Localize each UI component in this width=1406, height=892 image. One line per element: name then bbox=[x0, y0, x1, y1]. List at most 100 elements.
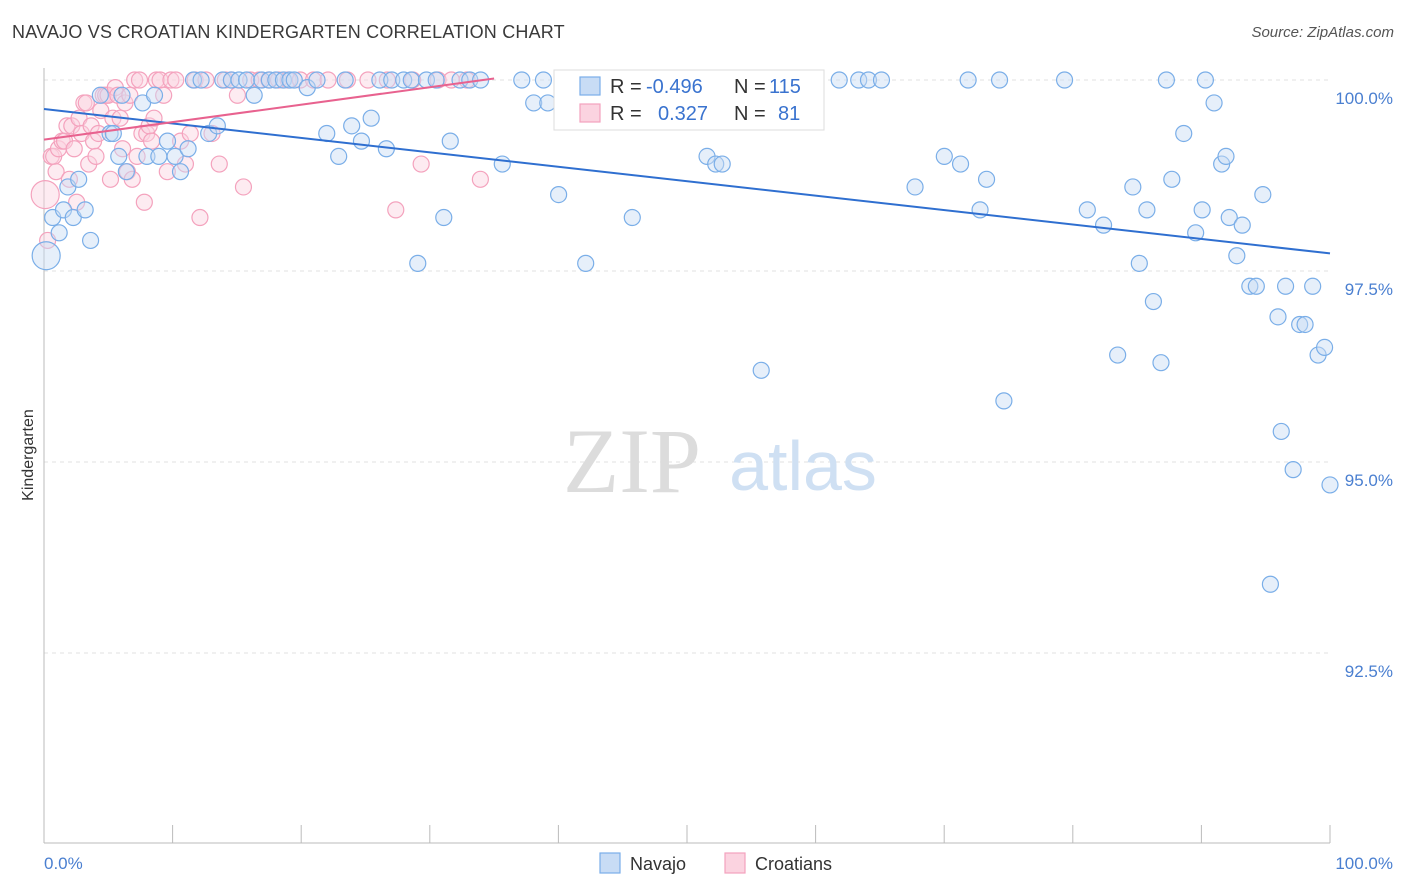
navajo-point bbox=[534, 71, 553, 89]
navajo-point bbox=[1321, 476, 1339, 494]
croatians-point bbox=[197, 71, 215, 89]
navajo-point bbox=[171, 163, 190, 181]
navajo-point bbox=[1217, 147, 1235, 165]
navajo-point bbox=[281, 71, 299, 89]
navajo-n-value: 115 bbox=[769, 76, 801, 98]
navajo-point bbox=[1205, 94, 1223, 112]
croatians-point bbox=[128, 147, 146, 165]
navajo-point bbox=[110, 147, 128, 165]
croatians-point bbox=[167, 71, 185, 89]
navajo-point bbox=[493, 155, 511, 173]
legend-navajo-label: Navajo bbox=[630, 854, 686, 874]
croatians-n-label: N = bbox=[734, 103, 766, 125]
croatians-n-value: 81 bbox=[778, 103, 800, 125]
y-tick-label: 100.0% bbox=[1335, 89, 1393, 108]
navajo-point bbox=[158, 132, 177, 150]
navajo-point bbox=[1247, 277, 1265, 295]
navajo-point bbox=[707, 155, 725, 173]
x-tick-label-min: 0.0% bbox=[44, 854, 83, 873]
navajo-point bbox=[70, 170, 88, 188]
navajo-point bbox=[1187, 224, 1205, 242]
navajo-point bbox=[371, 71, 389, 89]
navajo-swatch bbox=[579, 76, 601, 96]
navajo-point bbox=[441, 132, 459, 150]
croatians-point bbox=[30, 180, 60, 210]
navajo-point bbox=[1055, 71, 1074, 89]
navajo-point bbox=[872, 71, 891, 89]
navajo-point bbox=[179, 140, 197, 158]
watermark-atlas: atlas bbox=[729, 427, 877, 505]
navajo-point bbox=[1284, 461, 1302, 479]
navajo-n-label: N = bbox=[734, 76, 766, 98]
navajo-point bbox=[977, 170, 996, 188]
navajo-point bbox=[1296, 315, 1314, 334]
navajo-point bbox=[31, 241, 61, 271]
croatians-point bbox=[210, 155, 228, 173]
legend-croatians-label: Croatians bbox=[755, 854, 832, 874]
navajo-point bbox=[1272, 422, 1290, 441]
croatians-swatch bbox=[579, 103, 601, 123]
navajo-point bbox=[1175, 124, 1193, 143]
navajo-point bbox=[308, 71, 326, 89]
navajo-point bbox=[1220, 208, 1238, 227]
watermark-zip: ZIP bbox=[563, 410, 701, 512]
navajo-point bbox=[1291, 315, 1309, 334]
navajo-point bbox=[1233, 216, 1251, 234]
croatians-point bbox=[87, 147, 105, 165]
navajo-point bbox=[113, 86, 131, 104]
navajo-point bbox=[539, 94, 557, 112]
navajo-point bbox=[1228, 247, 1246, 265]
navajo-point bbox=[1144, 292, 1163, 311]
navajo-point bbox=[1078, 201, 1096, 219]
navajo-point bbox=[959, 71, 977, 89]
x-tick-label-max: 100.0% bbox=[1335, 854, 1393, 873]
navajo-point bbox=[513, 71, 531, 89]
navajo-point bbox=[713, 155, 731, 173]
navajo-point bbox=[336, 71, 354, 89]
croatians-point bbox=[65, 140, 83, 158]
navajo-point bbox=[1276, 277, 1295, 295]
watermark: ZIP atlas bbox=[563, 410, 877, 512]
navajo-point bbox=[117, 163, 135, 181]
navajo-point bbox=[859, 71, 878, 89]
navajo-point bbox=[1241, 277, 1259, 295]
navajo-point bbox=[1304, 277, 1322, 295]
navajo-point bbox=[81, 231, 100, 250]
x-ticks bbox=[43, 825, 1331, 843]
navajo-point bbox=[343, 117, 361, 135]
navajo-point bbox=[951, 155, 970, 173]
croatians-point bbox=[47, 163, 65, 181]
navajo-point bbox=[906, 178, 924, 196]
navajo-point bbox=[830, 71, 848, 89]
croatians-point bbox=[191, 208, 209, 227]
croatians-point bbox=[126, 71, 144, 89]
series-legend: Navajo Croatians bbox=[599, 852, 832, 874]
croatians-r-label: R = bbox=[610, 103, 642, 125]
navajo-point bbox=[91, 86, 109, 104]
navajo-point bbox=[166, 147, 184, 165]
navajo-point bbox=[330, 147, 348, 165]
croatians-point bbox=[234, 178, 253, 196]
croatians-point bbox=[471, 170, 489, 188]
navajo-r-label: R = bbox=[610, 76, 642, 98]
navajo-point bbox=[192, 71, 210, 89]
navajo-point bbox=[383, 71, 401, 89]
navajo-point bbox=[435, 208, 453, 227]
navajo-point bbox=[208, 117, 226, 135]
croatians-point bbox=[359, 71, 377, 89]
navajo-point bbox=[1163, 170, 1181, 188]
y-tick-label: 95.0% bbox=[1345, 471, 1393, 490]
navajo-point bbox=[1193, 201, 1211, 219]
croatians-point bbox=[155, 86, 173, 104]
y-axis-label: Kindergarten bbox=[20, 409, 37, 501]
navajo-trend-line bbox=[43, 108, 1331, 255]
croatians-point bbox=[158, 163, 176, 181]
navajo-point bbox=[1196, 71, 1215, 89]
navajo-point bbox=[1130, 254, 1148, 272]
legend-navajo-swatch bbox=[599, 852, 621, 874]
navajo-point bbox=[138, 147, 156, 165]
y-tick-label: 97.5% bbox=[1345, 280, 1393, 299]
navajo-points bbox=[31, 71, 1339, 593]
navajo-point bbox=[577, 254, 595, 272]
